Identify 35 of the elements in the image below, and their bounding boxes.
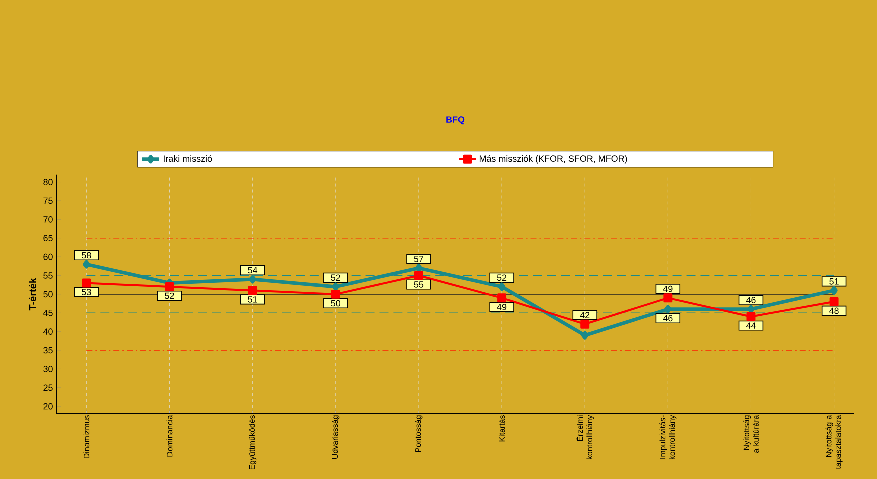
y-tick-label: 60: [44, 254, 53, 260]
y-tick-label: 65: [44, 234, 53, 242]
y-tick-label: 50: [44, 291, 53, 298]
y-tick-label: 80: [44, 178, 53, 186]
data-label: 49: [663, 286, 673, 292]
chart-title: BFQ: [446, 116, 465, 124]
data-label: 55: [414, 281, 424, 288]
data-label: 52: [165, 292, 174, 299]
y-tick-label: 70: [44, 216, 53, 223]
data-label: 44: [746, 322, 756, 329]
y-tick-label: 20: [44, 403, 53, 410]
data-label: 51: [248, 296, 258, 303]
y-tick-label: 75: [44, 198, 53, 204]
y-tick-label: 25: [44, 384, 53, 391]
data-label: 54: [248, 267, 258, 274]
data-label: 46: [746, 296, 756, 304]
data-label: 46: [663, 315, 673, 322]
data-label: 42: [580, 312, 590, 318]
y-tick-label: 55: [44, 272, 53, 279]
y-tick-label: 30: [44, 366, 53, 372]
data-label: 51: [830, 278, 839, 285]
data-label: 57: [414, 256, 424, 262]
data-label: 52: [497, 274, 507, 281]
data-label: 58: [82, 252, 92, 258]
y-tick-label: 35: [44, 347, 53, 354]
data-label: 49: [497, 304, 507, 310]
data-label: 52: [331, 274, 340, 281]
data-label: 53: [82, 288, 92, 296]
y-tick-label: 45: [43, 310, 53, 316]
data-label: 48: [830, 308, 839, 314]
y-tick-label: 40: [43, 328, 53, 335]
legend-label: Más missziók (KFOR, SFOR, MFOR): [480, 155, 628, 164]
legend-label: Iraki misszió: [164, 155, 212, 162]
data-label: 50: [331, 300, 341, 306]
y-axis-title: T-érték: [29, 278, 36, 310]
